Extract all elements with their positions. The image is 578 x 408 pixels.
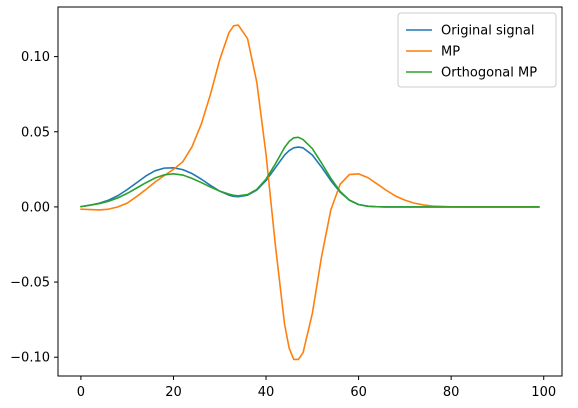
- x-tick-label: 40: [258, 385, 275, 400]
- y-tick-label: 0.10: [21, 50, 50, 65]
- y-tick-label: 0.05: [21, 125, 50, 140]
- series-line-1: [80, 146, 540, 208]
- x-tick-label: 80: [443, 385, 460, 400]
- y-tick-label: −0.10: [10, 351, 50, 366]
- legend: Original signal MP Orthogonal MP: [397, 12, 557, 88]
- x-tick-label: 20: [165, 385, 182, 400]
- legend-label-2: MP: [441, 45, 460, 60]
- series-line-2: [80, 24, 540, 361]
- legend-label-3: Orthogonal MP: [441, 66, 537, 81]
- plot-lines: [80, 24, 540, 361]
- x-tick-label: 60: [350, 385, 367, 400]
- series-line-3: [80, 136, 540, 208]
- x-tick-label: 0: [77, 385, 85, 400]
- y-tick-label: −0.05: [10, 276, 50, 291]
- x-axis: 0 20 40 60 80 100: [77, 376, 556, 400]
- legend-label-1: Original signal: [441, 24, 534, 39]
- legend-box: [397, 12, 557, 88]
- axes-frame: [57, 6, 563, 377]
- y-axis: −0.10 −0.05 0.00 0.05 0.10: [10, 50, 58, 366]
- x-tick-label: 100: [531, 385, 556, 400]
- y-tick-label: 0.00: [21, 200, 50, 215]
